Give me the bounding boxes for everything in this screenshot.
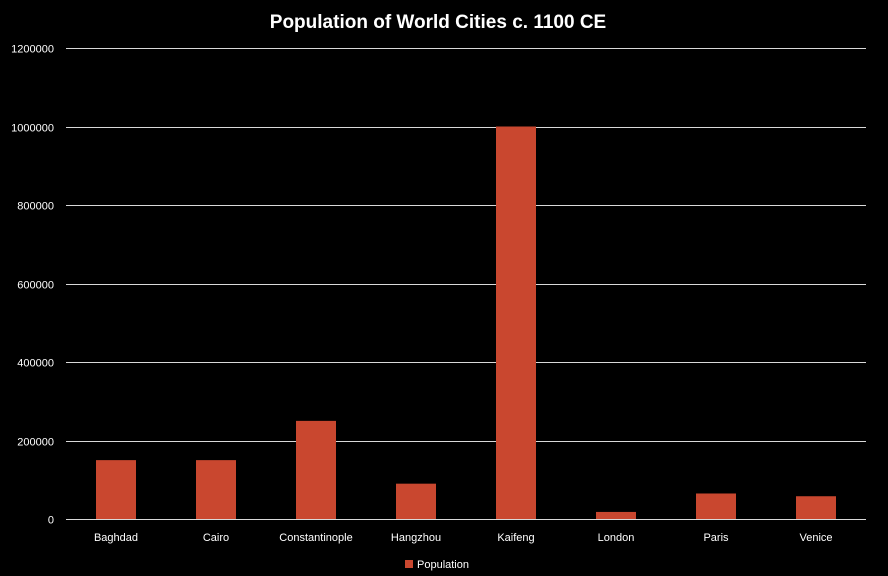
bars <box>96 126 836 519</box>
x-tick-label: Cairo <box>203 532 229 544</box>
x-tick-label: Constantinople <box>279 532 352 544</box>
y-axis-tick-labels: 0 200000 400000 600000 800000 1000000 1200000 <box>11 44 54 527</box>
bar-venice <box>796 496 836 519</box>
bar-kaifeng <box>496 126 536 519</box>
x-tick-label: Paris <box>703 532 729 544</box>
bar-constantinople <box>296 420 336 519</box>
x-tick-label: Hangzhou <box>391 532 441 544</box>
x-tick-label: Kaifeng <box>497 532 534 544</box>
bar-baghdad <box>96 460 136 519</box>
x-tick-label: Venice <box>799 532 832 544</box>
gridlines <box>66 48 866 520</box>
y-tick-label: 800000 <box>17 201 54 213</box>
y-tick-label: 600000 <box>17 280 54 292</box>
bar-paris <box>696 493 736 519</box>
x-tick-label: Baghdad <box>94 532 138 544</box>
y-tick-label: 200000 <box>17 437 54 449</box>
y-tick-label: 400000 <box>17 358 54 370</box>
y-tick-label: 0 <box>48 515 54 527</box>
legend-swatch-population <box>405 560 413 568</box>
y-tick-label: 1000000 <box>11 123 54 135</box>
legend: Population <box>405 559 469 571</box>
bar-london <box>596 511 636 519</box>
bar-hangzhou <box>396 483 436 519</box>
x-axis-tick-labels: Baghdad Cairo Constantinople Hangzhou Kaifen… <box>94 532 833 544</box>
bar-cairo <box>196 460 236 519</box>
x-tick-label: London <box>598 532 635 544</box>
chart-title: Population of World Cities c. 1100 CE <box>270 12 606 33</box>
y-tick-label: 1200000 <box>11 44 54 56</box>
legend-label-population: Population <box>417 559 469 571</box>
